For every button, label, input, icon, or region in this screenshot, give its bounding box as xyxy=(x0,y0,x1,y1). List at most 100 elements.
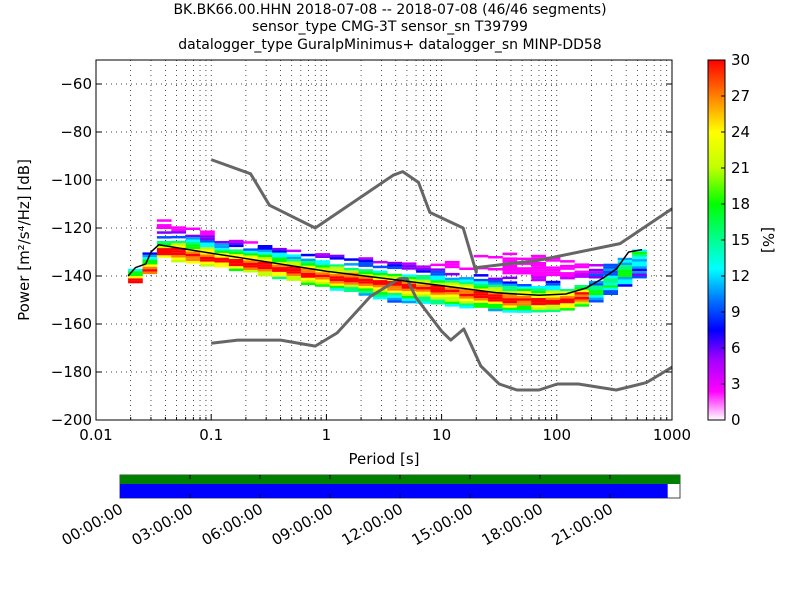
heatmap-cell xyxy=(488,308,503,312)
heatmap-cell xyxy=(185,241,201,245)
heatmap-cell xyxy=(574,294,590,298)
heatmap-cell xyxy=(603,282,618,286)
colorbar-tick-label: 24 xyxy=(731,123,750,141)
heatmap-cell xyxy=(272,271,287,275)
heatmap-cell xyxy=(516,310,532,313)
plot-frame xyxy=(95,59,673,421)
heatmap-cell xyxy=(531,271,546,275)
heatmap-cell xyxy=(228,242,244,245)
heatmap-cell xyxy=(632,259,647,262)
heatmap-cell xyxy=(430,299,446,303)
heatmap-cell xyxy=(156,245,172,249)
heatmap-cell xyxy=(401,274,417,277)
timeline-bar-used xyxy=(120,484,668,498)
heatmap-cell xyxy=(560,293,575,297)
heatmap-cell xyxy=(185,237,201,240)
heatmap-cell xyxy=(300,277,316,281)
heatmap-cell xyxy=(344,270,359,273)
heatmap-cell xyxy=(473,274,489,277)
heatmap-cell xyxy=(156,250,172,253)
heatmap-cell xyxy=(257,247,273,250)
heatmap-cell xyxy=(444,304,460,307)
heatmap-cell xyxy=(200,254,215,257)
heatmap-cell xyxy=(444,280,460,283)
heatmap-cell xyxy=(401,288,417,292)
heatmap-cell xyxy=(286,276,302,279)
heatmap-cell xyxy=(315,255,330,258)
heatmap-cell xyxy=(560,308,575,311)
colorbar-tick-label: 9 xyxy=(731,303,741,321)
heatmap-cell xyxy=(387,273,402,277)
heatmap-cell xyxy=(344,282,359,285)
heatmap-cell xyxy=(185,251,201,254)
heatmap-cell xyxy=(473,300,489,303)
heatmap-cell xyxy=(416,301,431,304)
heatmap-cell xyxy=(444,272,460,276)
heatmap-cell xyxy=(560,288,575,292)
heatmap-cell xyxy=(171,255,186,258)
heatmap-cell xyxy=(329,283,345,286)
heatmap-cell xyxy=(300,263,316,266)
heatmap-cell xyxy=(156,240,172,244)
heatmap-cell xyxy=(502,259,518,263)
heatmap-cell xyxy=(171,243,186,246)
heatmap-cell xyxy=(574,265,590,269)
heatmap-cell xyxy=(459,279,474,282)
heatmap-cell xyxy=(200,264,215,267)
heatmap-cell xyxy=(516,305,532,309)
heatmap-cell xyxy=(401,298,417,301)
heatmap-cell xyxy=(329,264,345,267)
heatmap-cell xyxy=(401,264,417,268)
heatmap-cell xyxy=(560,276,575,280)
heatmap-cell xyxy=(459,286,474,290)
heatmap-cell xyxy=(473,290,489,294)
heatmap-cell xyxy=(430,297,446,300)
heatmap-cell xyxy=(560,272,575,275)
heatmap-cell xyxy=(574,270,590,274)
heatmap-cell xyxy=(272,259,287,263)
heatmap-cell xyxy=(300,261,316,264)
heatmap-cell xyxy=(344,289,359,292)
heatmap-cell xyxy=(430,280,446,283)
heatmap-cell xyxy=(358,274,374,277)
heatmap-cell xyxy=(272,247,287,251)
heatmap-cell xyxy=(128,271,143,274)
heatmap-cell xyxy=(401,286,417,289)
heatmap-cell xyxy=(502,291,518,294)
heatmap-cell xyxy=(200,242,215,245)
heatmap-cell xyxy=(344,277,359,280)
heatmap-cell xyxy=(531,257,546,260)
heatmap-cell xyxy=(459,303,474,306)
heatmap-cell xyxy=(560,267,575,270)
heatmap-cell xyxy=(387,297,402,301)
heatmap-cell xyxy=(531,286,546,289)
heatmap-cell xyxy=(588,276,604,279)
heatmap-cell xyxy=(329,269,345,272)
heatmap-cell xyxy=(329,266,345,270)
heatmap-cell xyxy=(531,307,546,311)
heatmap-cell xyxy=(588,297,604,301)
heatmap-cell xyxy=(545,290,561,293)
heatmap-cell xyxy=(315,279,330,282)
heatmap-cell xyxy=(617,272,633,275)
heatmap-cell xyxy=(156,248,172,251)
heatmap-cell xyxy=(502,295,518,299)
heatmap-cell xyxy=(430,268,446,271)
heatmap-cell xyxy=(286,271,302,274)
heatmap-cell xyxy=(632,256,647,260)
heatmap-cell xyxy=(228,266,244,269)
heatmap-cell xyxy=(243,253,258,256)
heatmap-cell xyxy=(200,244,215,248)
heatmap-cell xyxy=(401,291,417,294)
chart-title-line-1: BK.BK66.00.HHN 2018-07-08 -- 2018-07-08 … xyxy=(173,2,607,18)
heatmap-cell xyxy=(214,240,230,244)
heatmap-cell xyxy=(459,291,474,294)
heatmap-cell xyxy=(214,245,230,249)
heatmap-cell xyxy=(243,265,258,268)
heatmap-cell xyxy=(617,267,633,270)
heatmap-cell xyxy=(603,273,618,276)
heatmap-cell xyxy=(531,305,546,308)
heatmap-cell xyxy=(617,284,633,287)
heatmap-cell xyxy=(300,270,316,274)
heatmap-cell xyxy=(200,235,215,238)
